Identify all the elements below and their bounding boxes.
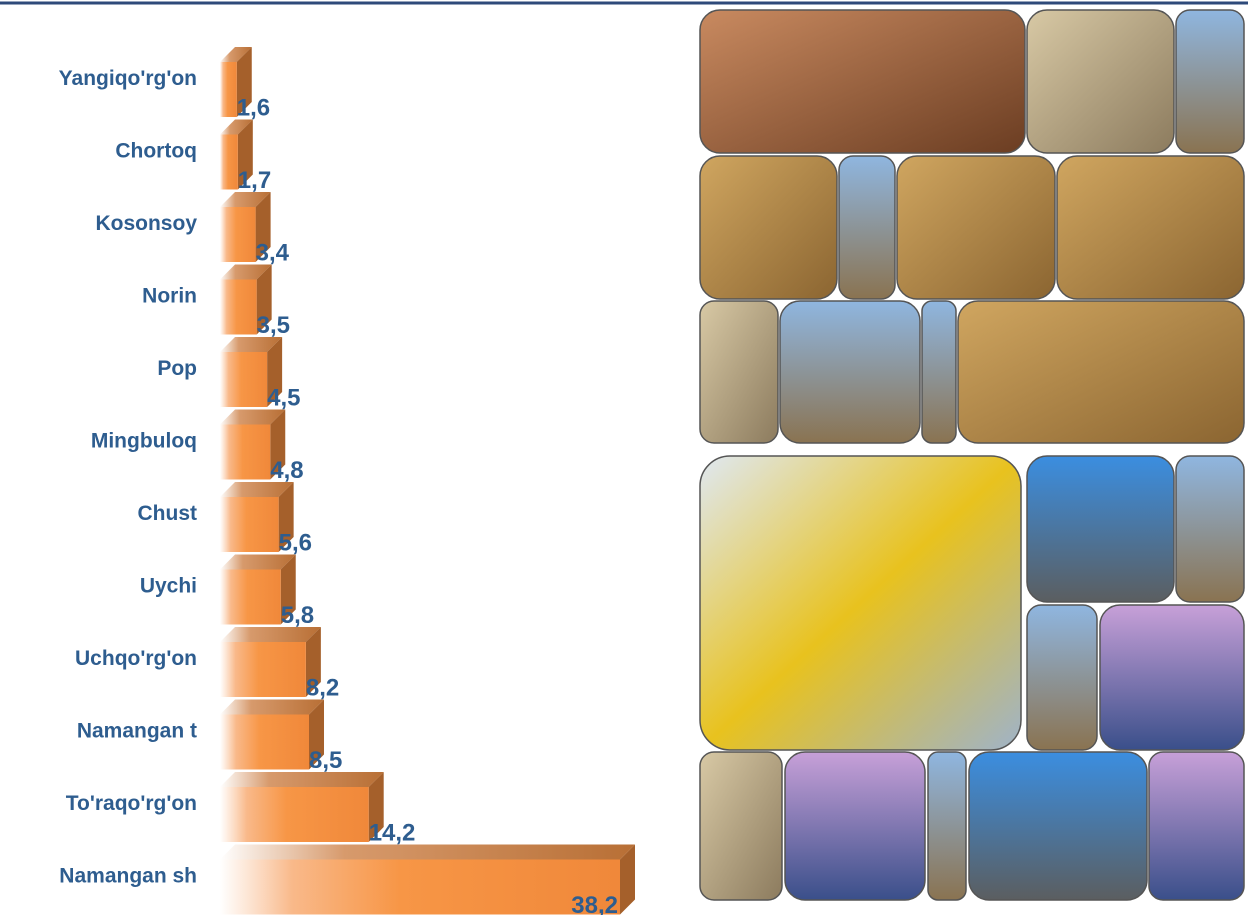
bar-side xyxy=(270,409,286,480)
bar-top xyxy=(220,264,272,280)
value-label: 5,8 xyxy=(281,602,314,629)
bar xyxy=(220,337,283,407)
bar-side xyxy=(620,844,635,915)
photo xyxy=(927,751,967,901)
photo xyxy=(699,300,779,444)
bar-top xyxy=(220,772,384,787)
value-label: 1,7 xyxy=(238,167,271,194)
photo xyxy=(921,300,957,444)
photo xyxy=(968,751,1148,901)
bar xyxy=(220,699,325,770)
photo xyxy=(784,751,926,901)
category-label: Norin xyxy=(142,285,197,308)
value-label: 8,2 xyxy=(306,674,339,701)
category-label: Namangan t xyxy=(77,720,197,743)
bar-front xyxy=(220,642,306,697)
photo-collage xyxy=(699,9,1245,901)
bar-side xyxy=(255,192,271,262)
bar-front xyxy=(220,424,271,480)
photo xyxy=(1026,455,1175,603)
bar-top xyxy=(220,337,283,352)
bars: Yangiqo'rg'on 1,6 Chortoq 1,7 Kosonsoy 3,4 Nor… xyxy=(59,47,635,915)
bar-top xyxy=(220,47,252,62)
photo xyxy=(896,155,1056,300)
bar-front xyxy=(220,279,257,335)
photo xyxy=(1056,155,1245,300)
bar-front xyxy=(220,207,256,262)
photo xyxy=(1175,9,1245,154)
photo xyxy=(1175,455,1245,603)
photo xyxy=(699,751,783,901)
value-label: 4,8 xyxy=(270,457,303,484)
bar-top xyxy=(220,482,294,497)
bar xyxy=(220,627,321,697)
bar xyxy=(220,844,635,915)
bar xyxy=(220,119,253,190)
bar-front xyxy=(220,859,620,915)
photo xyxy=(699,9,1026,154)
bar-side xyxy=(267,337,283,407)
photo xyxy=(838,155,896,300)
photo xyxy=(1026,604,1098,751)
bar-front xyxy=(220,787,369,842)
photo xyxy=(1026,9,1175,154)
bar xyxy=(220,47,252,117)
category-label: Uchqo'rg'on xyxy=(75,647,197,670)
bar-side xyxy=(236,47,252,117)
photo xyxy=(699,155,838,300)
category-label: Uychi xyxy=(140,575,197,598)
bar-top xyxy=(220,119,253,135)
bar-front xyxy=(220,714,310,770)
photo xyxy=(1099,604,1245,751)
bar-top xyxy=(220,192,271,207)
value-label: 38,2 xyxy=(571,892,618,915)
bar-front xyxy=(220,569,281,625)
category-label: Mingbuloq xyxy=(91,430,197,453)
bar xyxy=(220,554,296,625)
bar-top xyxy=(220,699,325,715)
photo xyxy=(699,455,1022,751)
bar-front xyxy=(220,134,238,190)
bar-top xyxy=(220,554,296,570)
value-label: 5,6 xyxy=(279,529,312,556)
value-label: 3,4 xyxy=(256,239,290,266)
photo xyxy=(1148,751,1245,901)
category-label: Kosonsoy xyxy=(95,212,197,235)
category-label: Pop xyxy=(157,357,197,380)
category-label: Chortoq xyxy=(115,140,197,163)
category-label: Yangiqo'rg'on xyxy=(59,67,197,90)
bar-front xyxy=(220,352,268,407)
category-label: Chust xyxy=(138,502,198,525)
photo xyxy=(957,300,1245,444)
bar-top xyxy=(220,409,286,425)
bar xyxy=(220,772,384,842)
bar-front xyxy=(220,62,237,117)
photo xyxy=(779,300,921,444)
bar-side xyxy=(309,699,325,770)
bar-side xyxy=(368,772,384,842)
bar xyxy=(220,482,294,552)
bar xyxy=(220,192,271,262)
bar-top xyxy=(220,627,321,642)
bar-front xyxy=(220,497,279,552)
bar xyxy=(220,264,272,335)
bar-side xyxy=(256,264,272,335)
bar-side xyxy=(278,482,294,552)
value-label: 3,5 xyxy=(257,312,290,339)
value-label: 4,5 xyxy=(267,384,300,411)
value-label: 8,5 xyxy=(309,747,342,774)
value-label: 1,6 xyxy=(237,94,270,121)
bar-side xyxy=(305,627,321,697)
bar-top xyxy=(220,844,635,860)
bar-side xyxy=(237,119,253,190)
category-label: To'raqo'rg'on xyxy=(66,792,197,815)
bar xyxy=(220,409,286,480)
bar-side xyxy=(280,554,296,625)
category-label: Namangan sh xyxy=(59,865,197,888)
value-label: 14,2 xyxy=(369,819,416,846)
